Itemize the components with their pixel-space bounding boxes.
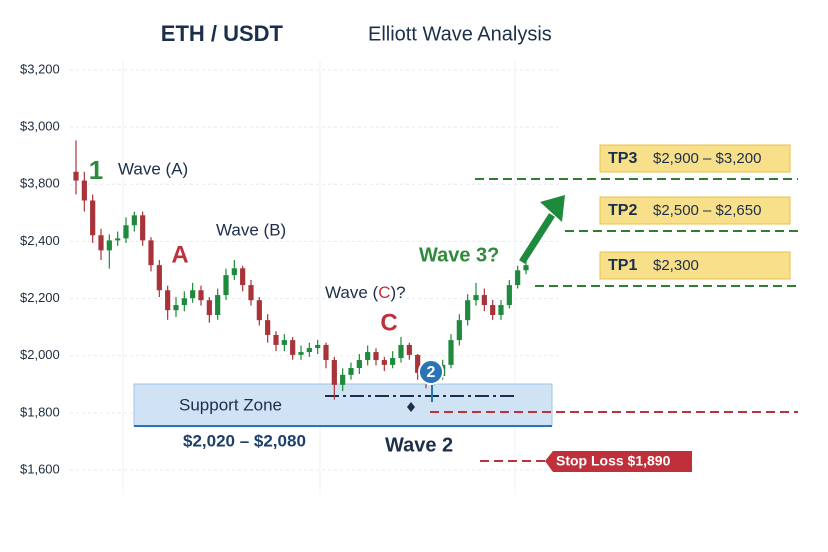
arrow-shaft	[519, 213, 555, 264]
candle-body	[98, 235, 104, 251]
candle-body	[465, 300, 471, 321]
candle-body	[81, 180, 87, 201]
candle-body	[281, 340, 287, 345]
wave-label: Wave (A)	[118, 159, 188, 178]
candle-body	[273, 334, 279, 345]
candle-body	[456, 320, 462, 341]
candle-body	[365, 352, 371, 361]
zone-range: $2,020 – $2,080	[183, 431, 306, 450]
candle-body	[448, 340, 454, 365]
candle-body	[190, 290, 196, 299]
candle-body	[265, 320, 271, 335]
candle-body	[398, 344, 404, 359]
candle-body	[356, 360, 362, 369]
y-axis-label: $2,000	[20, 347, 60, 362]
candle-body	[306, 348, 312, 353]
candle-body	[381, 360, 387, 365]
y-axis-label: $3,000	[20, 119, 60, 134]
y-axis-label: $3,200	[20, 61, 60, 76]
candle-body	[523, 265, 529, 271]
candle-body	[298, 352, 304, 355]
wave-label-part: Wave (	[325, 283, 379, 302]
candle-body	[181, 298, 187, 306]
candle-body	[290, 340, 296, 355]
candle-body	[373, 352, 379, 361]
candle-body	[240, 268, 246, 286]
y-axis-label: $1,600	[20, 461, 60, 476]
stop-box	[545, 451, 692, 472]
wave-label: Wave (C)?	[325, 283, 406, 302]
candle-body	[148, 240, 154, 266]
candle-body	[490, 305, 496, 316]
wave-label: 2	[427, 364, 436, 381]
wave-label: Wave (B)	[216, 220, 286, 239]
wave-label: Wave 3?	[419, 244, 499, 266]
candle-body	[106, 240, 112, 251]
tp-box	[599, 144, 791, 173]
candle-body	[348, 368, 354, 375]
chart-title: ETH / USDT	[161, 21, 284, 46]
candle-body	[415, 354, 421, 373]
wave-label-part: C	[378, 283, 390, 302]
y-axis-label: $2,400	[20, 233, 60, 248]
candle-body	[506, 285, 512, 306]
wave-label: C	[380, 309, 397, 336]
y-axis-label: $2,200	[20, 290, 60, 305]
candle-body	[315, 344, 321, 349]
candle-body	[90, 200, 96, 236]
marker	[407, 402, 415, 412]
candle-body	[206, 300, 212, 316]
candle-body	[198, 290, 204, 301]
wave2-badge	[418, 359, 444, 385]
zone-label: Support Zone	[179, 395, 282, 414]
grid	[70, 60, 560, 495]
candle-body	[165, 290, 171, 311]
wave-label: Wave 2	[385, 434, 453, 456]
tp-range: $2,900 – $3,200	[653, 150, 761, 167]
candle-body	[248, 285, 254, 301]
candle-body	[481, 295, 487, 306]
candle-body	[473, 295, 479, 301]
candle-body	[340, 374, 346, 385]
tp-box	[599, 251, 791, 280]
y-axis-label: $3,800	[20, 176, 60, 191]
chart-subtitle: Elliott Wave Analysis	[368, 23, 552, 45]
candle-body	[123, 225, 129, 239]
tp-range: $2,500 – $2,650	[653, 202, 761, 219]
wave-label-part: )?	[391, 283, 406, 302]
candle-body	[256, 300, 262, 321]
candle-body	[140, 215, 146, 241]
wave-label: A	[171, 241, 188, 268]
candle-body	[515, 270, 521, 286]
stop-label: Stop Loss $1,890	[556, 453, 671, 469]
tp-range: $2,300	[653, 257, 699, 274]
candles	[73, 140, 529, 400]
candle-body	[73, 171, 79, 181]
arrow-head	[540, 195, 565, 222]
tp-label: TP1	[608, 257, 637, 274]
candle-body	[223, 275, 229, 296]
candle-body	[156, 265, 162, 291]
candle-body	[390, 358, 396, 365]
y-axis-label: $1,800	[20, 404, 60, 419]
candle-body	[406, 344, 412, 355]
candle-body	[231, 268, 237, 276]
tp-label: TP3	[608, 150, 637, 167]
candle-body	[498, 305, 504, 316]
candle-body	[215, 295, 221, 316]
candle-body	[331, 360, 337, 385]
candle-body	[173, 305, 179, 311]
candle-body	[115, 238, 121, 241]
candle-body	[131, 215, 137, 226]
tp-box	[599, 196, 791, 225]
candle-body	[323, 344, 329, 361]
tp-label: TP2	[608, 202, 637, 219]
wave-label: 1	[89, 155, 103, 185]
